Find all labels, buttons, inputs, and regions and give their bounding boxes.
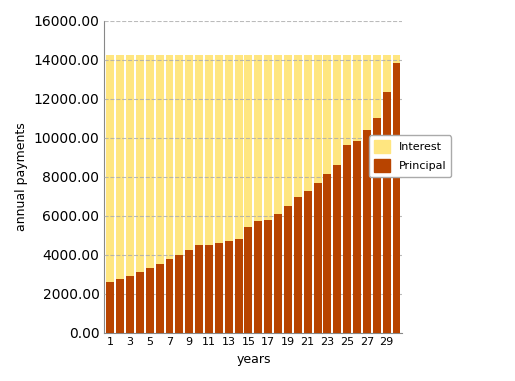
Bar <box>185 55 193 333</box>
Bar <box>363 55 371 333</box>
Bar <box>176 255 183 333</box>
Bar <box>235 55 243 333</box>
Bar <box>264 220 272 333</box>
Bar <box>146 268 153 333</box>
Bar <box>195 245 203 333</box>
Bar <box>304 55 312 333</box>
Bar <box>245 55 252 333</box>
Bar <box>205 245 213 333</box>
Bar <box>225 55 233 333</box>
Bar <box>136 272 144 333</box>
Bar <box>156 264 164 333</box>
Bar <box>323 174 331 333</box>
Bar <box>215 55 223 333</box>
Bar <box>333 55 341 333</box>
Bar <box>116 279 124 333</box>
Bar <box>254 55 262 333</box>
Bar <box>156 55 164 333</box>
Bar <box>116 55 124 333</box>
Bar <box>392 63 401 333</box>
Bar <box>146 55 153 333</box>
Bar <box>284 55 292 333</box>
Bar <box>284 207 292 333</box>
Bar <box>363 130 371 333</box>
Bar <box>353 141 361 333</box>
Bar <box>323 55 331 333</box>
Bar <box>373 55 381 333</box>
Bar <box>333 165 341 333</box>
Bar <box>225 241 233 333</box>
Bar <box>126 55 134 333</box>
Legend: Interest, Principal: Interest, Principal <box>369 135 451 177</box>
Bar <box>314 55 321 333</box>
Bar <box>383 55 390 333</box>
Bar <box>274 55 282 333</box>
Bar <box>314 183 321 333</box>
Y-axis label: annual payments: annual payments <box>15 122 28 231</box>
Bar <box>106 55 114 333</box>
Bar <box>195 55 203 333</box>
Bar <box>343 55 351 333</box>
Bar <box>136 55 144 333</box>
X-axis label: years: years <box>236 353 270 366</box>
Bar <box>106 282 114 333</box>
Bar <box>185 250 193 333</box>
Bar <box>254 221 262 333</box>
Bar <box>294 55 302 333</box>
Bar <box>126 275 134 333</box>
Bar <box>343 145 351 333</box>
Bar <box>264 55 272 333</box>
Bar <box>235 239 243 333</box>
Bar <box>373 118 381 333</box>
Bar <box>294 197 302 333</box>
Bar <box>274 214 282 333</box>
Bar <box>245 227 252 333</box>
Bar <box>215 243 223 333</box>
Bar <box>165 259 174 333</box>
Bar <box>353 55 361 333</box>
Bar <box>205 55 213 333</box>
Bar <box>176 55 183 333</box>
Bar <box>165 55 174 333</box>
Bar <box>383 93 390 333</box>
Bar <box>304 190 312 333</box>
Bar <box>392 55 401 333</box>
